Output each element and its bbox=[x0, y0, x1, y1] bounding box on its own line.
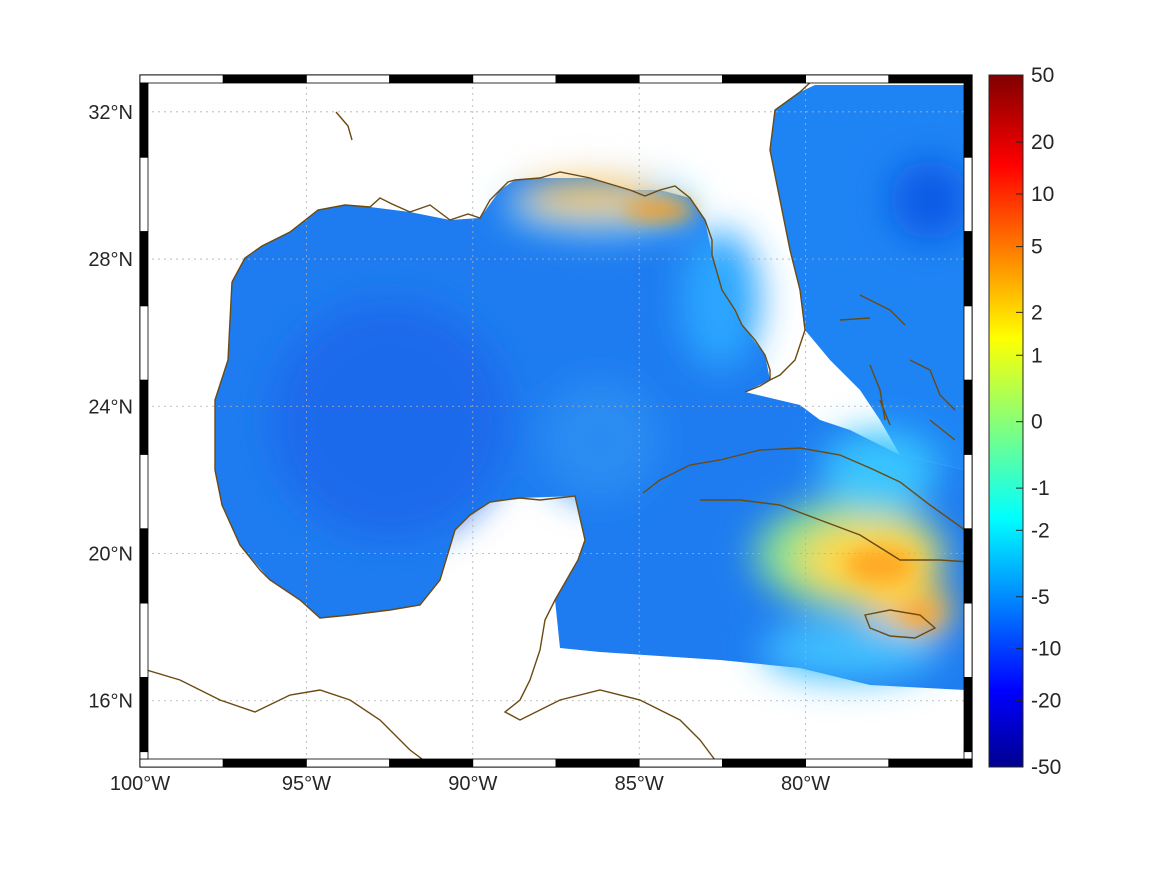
frame-segment-left bbox=[139, 454, 149, 530]
lat-tick-label: 20°N bbox=[88, 544, 133, 566]
frame-segment-bottom bbox=[389, 758, 474, 768]
frame-segment-top bbox=[638, 74, 723, 84]
frame-segment-left bbox=[139, 379, 149, 455]
map-frame bbox=[139, 74, 973, 768]
frame-segment-bottom bbox=[722, 758, 807, 768]
lat-tick-label: 28°N bbox=[88, 249, 133, 271]
frame-segment-right bbox=[963, 156, 973, 233]
frame-segment-left bbox=[139, 751, 149, 760]
frame-segment-bottom bbox=[805, 758, 890, 768]
frame-segment-top bbox=[222, 74, 307, 84]
frame-segment-left bbox=[139, 528, 149, 604]
frame-segment-top bbox=[305, 74, 390, 84]
frame-segment-right bbox=[963, 528, 973, 604]
frame-segment-left bbox=[139, 677, 149, 753]
frame-segment-right bbox=[963, 677, 973, 753]
lon-tick-label: 100°W bbox=[110, 773, 170, 795]
frame-segment-right bbox=[963, 305, 973, 381]
graticule-grid bbox=[140, 75, 972, 767]
frame-segment-left bbox=[139, 156, 149, 233]
longitude-tick-labels: 100°W 95°W 90°W 85°W 80°W bbox=[110, 773, 830, 795]
frame-segment-top bbox=[722, 74, 807, 84]
colorbar-tick-label: 5 bbox=[1031, 236, 1043, 259]
latitude-tick-labels: 32°N 28°N 24°N 20°N 16°N bbox=[88, 102, 133, 713]
lat-tick-label: 16°N bbox=[88, 691, 133, 713]
lat-tick-label: 32°N bbox=[88, 102, 133, 124]
frame-segment-right bbox=[963, 454, 973, 530]
colorbar-tick-label: 10 bbox=[1031, 183, 1054, 206]
colorbar-tick-label: 1 bbox=[1031, 344, 1043, 367]
frame-segment-top bbox=[472, 74, 557, 84]
frame-segment-top bbox=[389, 74, 474, 84]
frame-segment-top bbox=[555, 74, 640, 84]
lon-tick-label: 80°W bbox=[781, 773, 830, 795]
frame-segment-right bbox=[963, 751, 973, 760]
frame-segment-right bbox=[963, 379, 973, 455]
colorbar-tick-label: -1 bbox=[1031, 477, 1050, 500]
frame-segment-left bbox=[139, 305, 149, 381]
colorbar bbox=[988, 74, 1024, 768]
frame-segment-right bbox=[963, 602, 973, 678]
colorbar-tick-label: -10 bbox=[1031, 638, 1061, 661]
frame-segment-bottom bbox=[555, 758, 640, 768]
frame-segment-bottom bbox=[638, 758, 723, 768]
frame-segment-bottom bbox=[472, 758, 557, 768]
frame-segment-top bbox=[139, 74, 224, 84]
frame-segment-left bbox=[139, 602, 149, 678]
coastlines bbox=[140, 77, 971, 766]
frame-segment-bottom bbox=[305, 758, 390, 768]
frame-segment-left bbox=[139, 231, 149, 307]
lat-tick-label: 24°N bbox=[88, 396, 133, 418]
lon-tick-label: 95°W bbox=[282, 773, 331, 795]
frame-segment-right bbox=[963, 82, 973, 158]
lon-tick-label: 85°W bbox=[615, 773, 664, 795]
lon-tick-label: 90°W bbox=[448, 773, 497, 795]
colorbar-tick-label: -5 bbox=[1031, 586, 1050, 609]
frame-segment-top bbox=[805, 74, 890, 84]
frame-segment-right bbox=[963, 231, 973, 307]
frame-segment-left bbox=[139, 82, 149, 158]
colorbar-tick-label: 2 bbox=[1031, 301, 1043, 324]
colorbar-tick-label: 50 bbox=[1031, 64, 1054, 87]
colorbar-tick-label: -50 bbox=[1031, 756, 1061, 779]
colorbar-tick-label: -20 bbox=[1031, 690, 1061, 713]
frame-segment-bottom bbox=[222, 758, 307, 768]
ocean-field bbox=[215, 85, 970, 690]
colorbar-tick-label: 20 bbox=[1031, 131, 1054, 154]
colorbar-tick-label: 0 bbox=[1031, 411, 1043, 434]
colorbar-tick-label: -2 bbox=[1031, 519, 1050, 542]
frame-segment-top bbox=[888, 74, 973, 84]
frame-segment-bottom bbox=[888, 758, 973, 768]
frame-segment-bottom bbox=[139, 758, 224, 768]
